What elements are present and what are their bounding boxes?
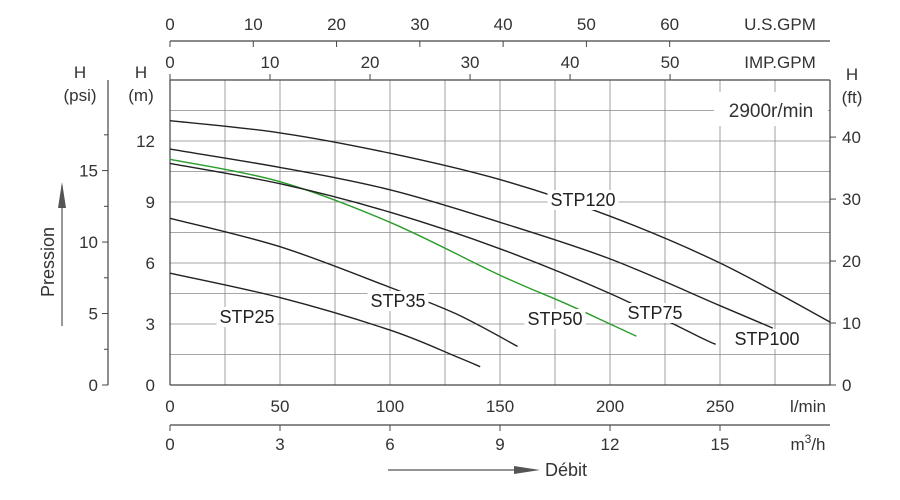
y-unit-m-top: H bbox=[135, 63, 147, 82]
y-tick-ft: 40 bbox=[842, 128, 861, 147]
x-tick-lpm: 50 bbox=[271, 397, 290, 416]
x-tick-m3h: 3 bbox=[275, 435, 284, 454]
y-tick-ft: 0 bbox=[842, 376, 851, 395]
x-tick-lpm: 200 bbox=[596, 397, 624, 416]
y-unit-psi-top: H bbox=[74, 63, 86, 82]
series-label-background bbox=[731, 329, 803, 349]
x-tick-impgpm: 30 bbox=[461, 53, 480, 72]
y-tick-m: 3 bbox=[146, 315, 155, 334]
y-axis-title-group: Pression bbox=[38, 182, 66, 326]
x-tick-m3h: 6 bbox=[385, 435, 394, 454]
x-tick-impgpm: 0 bbox=[165, 53, 174, 72]
x-tick-m3h: 0 bbox=[165, 435, 174, 454]
series-label-background bbox=[216, 307, 278, 327]
y-tick-m: 0 bbox=[146, 376, 155, 395]
right-arrow-icon bbox=[514, 466, 540, 474]
x-tick-lpm: 100 bbox=[376, 397, 404, 416]
x-tick-impgpm: 40 bbox=[561, 53, 580, 72]
x-unit-lpm: l/min bbox=[790, 397, 826, 416]
series-label-stp120: STP120 bbox=[550, 190, 615, 210]
axes-frame bbox=[102, 40, 836, 431]
y-tick-psi: 5 bbox=[89, 305, 98, 324]
x-tick-m3h: 9 bbox=[495, 435, 504, 454]
y-tick-ft: 30 bbox=[842, 190, 861, 209]
y-tick-psi: 0 bbox=[89, 376, 98, 395]
x-tick-lpm: 0 bbox=[165, 397, 174, 416]
curve-stp35 bbox=[169, 217, 518, 348]
y-unit-m-bottom: (m) bbox=[128, 86, 153, 105]
curve-stp100 bbox=[169, 148, 774, 329]
x-tick-usgpm: 60 bbox=[660, 15, 679, 34]
curve-stp120 bbox=[169, 120, 831, 323]
up-arrow-icon bbox=[58, 182, 66, 208]
series-label-background bbox=[367, 291, 429, 311]
y-unit-ft-top: H bbox=[846, 65, 858, 84]
curve-stp75 bbox=[169, 162, 716, 345]
x-unit-impgpm: IMP.GPM bbox=[744, 53, 815, 72]
x-tick-impgpm: 20 bbox=[361, 53, 380, 72]
series-label-background bbox=[524, 309, 586, 329]
x-tick-usgpm: 20 bbox=[327, 15, 346, 34]
series-label-stp50: STP50 bbox=[527, 309, 582, 329]
series-label-stp100: STP100 bbox=[734, 329, 799, 349]
x-tick-m3h: 12 bbox=[601, 435, 620, 454]
y-tick-psi: 15 bbox=[79, 162, 98, 181]
rpm-annotation: 2900r/min bbox=[729, 101, 814, 122]
x-tick-usgpm: 30 bbox=[410, 15, 429, 34]
y-unit-psi-bottom: (psi) bbox=[63, 86, 96, 105]
x-tick-usgpm: 40 bbox=[494, 15, 513, 34]
y-tick-psi: 10 bbox=[79, 233, 98, 252]
y-tick-m: 6 bbox=[146, 254, 155, 273]
y-axis-title: Pression bbox=[38, 227, 58, 297]
series-label-stp25: STP25 bbox=[219, 307, 274, 327]
curve-stp25 bbox=[169, 272, 481, 368]
x-tick-usgpm: 0 bbox=[165, 15, 174, 34]
curve-stp50 bbox=[169, 158, 637, 337]
x-axis-title-group: Débit bbox=[388, 460, 587, 480]
series-label-stp35: STP35 bbox=[370, 291, 425, 311]
x-tick-lpm: 150 bbox=[486, 397, 514, 416]
x-tick-lpm: 250 bbox=[706, 397, 734, 416]
y-tick-m: 12 bbox=[136, 132, 155, 151]
x-unit-usgpm: U.S.GPM bbox=[744, 15, 816, 34]
y-tick-ft: 10 bbox=[842, 314, 861, 333]
x-tick-impgpm: 50 bbox=[661, 53, 680, 72]
y-tick-m: 9 bbox=[146, 193, 155, 212]
x-axis-title: Débit bbox=[545, 460, 587, 480]
x-tick-impgpm: 10 bbox=[261, 53, 280, 72]
x-tick-usgpm: 50 bbox=[577, 15, 596, 34]
x-unit-m3h: m3/h bbox=[790, 432, 825, 454]
x-tick-usgpm: 10 bbox=[244, 15, 263, 34]
series-label-background bbox=[624, 303, 686, 323]
x-tick-m3h: 15 bbox=[711, 435, 730, 454]
series-curves: STP25 STP35 STP50 STP75 STP100 STP120 bbox=[169, 120, 831, 368]
y-tick-ft: 20 bbox=[842, 252, 861, 271]
series-label-background bbox=[547, 190, 619, 210]
series-label-stp75: STP75 bbox=[627, 303, 682, 323]
rpm-annotation-box: 2900r/min bbox=[714, 92, 828, 126]
y-unit-ft-bottom: (ft) bbox=[842, 88, 863, 107]
